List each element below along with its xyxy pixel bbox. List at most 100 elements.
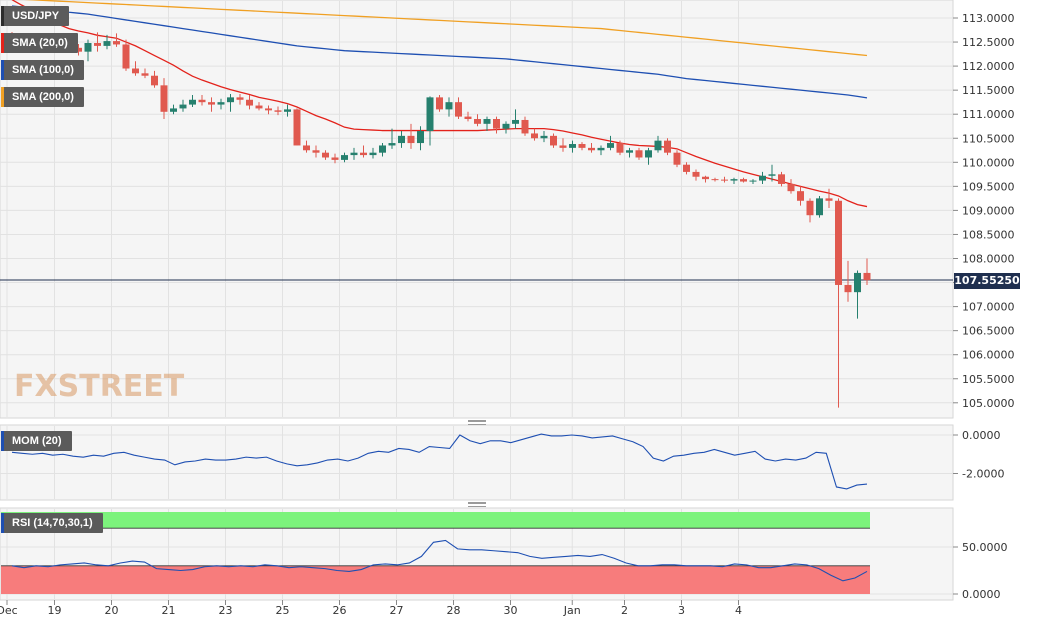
price-tick-label: 110.5000 — [962, 132, 1015, 145]
candle-body — [806, 200, 814, 216]
candle — [464, 111, 472, 122]
candle-body — [293, 109, 301, 146]
candle — [816, 195, 823, 218]
candle-body — [626, 150, 633, 153]
candle — [151, 70, 158, 88]
time-tick-label: 27 — [390, 604, 404, 617]
candle — [198, 94, 206, 106]
candle-body — [455, 102, 462, 117]
candle — [236, 93, 244, 105]
candle-body — [664, 140, 671, 153]
candle — [160, 78, 168, 120]
candle — [588, 143, 595, 153]
candle — [217, 98, 225, 110]
candle-body — [179, 104, 187, 109]
candle-body — [160, 85, 168, 112]
candle — [531, 128, 538, 141]
candle — [806, 198, 814, 223]
candle-body — [483, 119, 491, 124]
legend-mom[interactable]: MOM (20) — [1, 431, 72, 451]
candle-body — [246, 99, 253, 106]
candle — [303, 140, 310, 153]
price-tick-label: 111.5000 — [962, 84, 1015, 97]
candle — [132, 61, 139, 76]
time-tick-label: Dec — [0, 604, 18, 617]
candle-body — [341, 155, 348, 160]
legend-rsi[interactable]: RSI (14,70,30,1) — [1, 513, 103, 533]
candle — [360, 145, 367, 158]
candle-body — [512, 119, 519, 124]
candle-body — [331, 157, 339, 160]
legend-sma20[interactable]: SMA (20,0) — [1, 33, 78, 53]
candle-body — [227, 97, 234, 103]
candle — [417, 126, 424, 151]
candle-body — [436, 97, 443, 110]
candle-body — [531, 133, 538, 139]
legend-sma200[interactable]: SMA (200,0) — [1, 87, 84, 107]
candle — [493, 116, 500, 134]
candle-body — [768, 174, 776, 176]
candle — [844, 260, 852, 302]
symbol-label: USD/JPY — [1, 6, 70, 26]
current-price-label: 107.55250 — [954, 273, 1020, 289]
candle — [825, 188, 833, 208]
candle-body — [721, 179, 728, 181]
candle-body — [198, 99, 206, 103]
candle — [569, 140, 576, 153]
sma20-line — [11, 0, 868, 208]
candle — [645, 147, 652, 165]
candle-body — [683, 164, 690, 172]
candle-body — [607, 143, 614, 148]
candle-body — [350, 152, 358, 156]
candle — [103, 34, 111, 50]
candle-body — [284, 109, 291, 112]
time-tick-label: 23 — [219, 604, 233, 617]
candle — [369, 147, 377, 159]
candle-body — [103, 41, 111, 46]
candle-body — [673, 152, 681, 165]
candle-body — [711, 179, 719, 181]
candle — [379, 143, 386, 157]
candle-body — [588, 147, 595, 151]
candle — [284, 104, 291, 117]
candle — [664, 138, 671, 156]
price-tick-label: 113.0000 — [962, 12, 1015, 25]
candle — [797, 186, 804, 206]
candle — [835, 198, 842, 408]
candle-body — [645, 150, 652, 158]
candle — [550, 133, 557, 148]
legend-sma100[interactable]: SMA (100,0) — [1, 60, 84, 80]
price-tick-label: 109.0000 — [962, 204, 1015, 217]
mom-tick-label: 0.0000 — [962, 429, 1001, 442]
candle — [246, 94, 253, 110]
candle — [483, 116, 491, 132]
candle-body — [569, 144, 576, 148]
candle — [331, 153, 339, 164]
candle — [113, 33, 120, 47]
candle — [122, 39, 130, 71]
candle-body — [274, 110, 282, 112]
candle-body — [84, 43, 92, 52]
rsi-tick-label: 0.0000 — [962, 588, 1001, 601]
candle-body — [797, 191, 804, 201]
time-tick-label: 4 — [735, 604, 742, 617]
time-tick-label: 3 — [678, 604, 685, 617]
candle-body — [122, 44, 130, 69]
candle — [255, 102, 263, 111]
candle — [398, 131, 405, 148]
candle-body — [75, 47, 82, 52]
candle — [170, 104, 177, 115]
candle-body — [151, 75, 158, 86]
candle-body — [759, 175, 766, 181]
candle-body — [189, 99, 196, 105]
candle-body — [388, 143, 396, 146]
candle-body — [702, 176, 709, 180]
price-tick-label: 108.5000 — [962, 228, 1015, 241]
candle — [607, 135, 614, 151]
price-tick-label: 112.5000 — [962, 36, 1015, 49]
candle — [474, 114, 481, 127]
mom-tick-label: -2.0000 — [962, 468, 1004, 481]
candle — [141, 68, 149, 79]
candle — [341, 152, 348, 163]
